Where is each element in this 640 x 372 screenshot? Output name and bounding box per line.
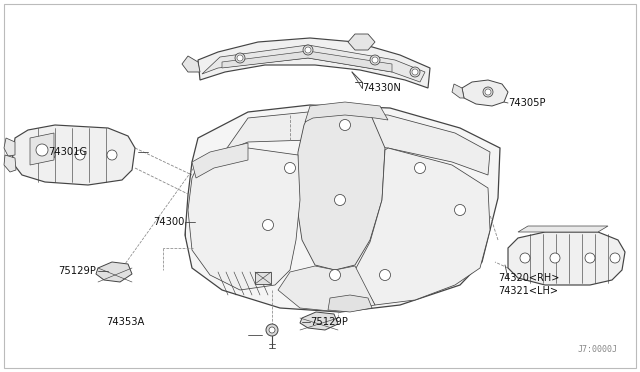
- Text: 74300: 74300: [153, 217, 184, 227]
- Circle shape: [483, 87, 493, 97]
- Circle shape: [107, 150, 117, 160]
- Text: 75129P: 75129P: [310, 317, 348, 327]
- Circle shape: [550, 253, 560, 263]
- Polygon shape: [185, 105, 500, 312]
- Text: 74305P: 74305P: [508, 98, 545, 108]
- Circle shape: [412, 69, 418, 75]
- Circle shape: [36, 144, 48, 156]
- Polygon shape: [305, 102, 388, 122]
- Circle shape: [237, 55, 243, 61]
- Text: 74320<RH>: 74320<RH>: [498, 273, 559, 283]
- Circle shape: [610, 253, 620, 263]
- Circle shape: [266, 324, 278, 336]
- Text: 75129P: 75129P: [58, 266, 96, 276]
- Text: 74330N: 74330N: [362, 83, 401, 93]
- Polygon shape: [462, 80, 508, 106]
- Polygon shape: [4, 155, 16, 172]
- Polygon shape: [202, 45, 425, 82]
- Polygon shape: [222, 51, 392, 72]
- Circle shape: [454, 205, 465, 215]
- Circle shape: [415, 163, 426, 173]
- Polygon shape: [12, 125, 135, 185]
- Circle shape: [585, 253, 595, 263]
- Circle shape: [335, 195, 346, 205]
- Polygon shape: [188, 148, 300, 290]
- Circle shape: [330, 269, 340, 280]
- Polygon shape: [508, 232, 625, 285]
- Polygon shape: [518, 226, 608, 232]
- Circle shape: [303, 45, 313, 55]
- Circle shape: [45, 150, 55, 160]
- Circle shape: [285, 163, 296, 173]
- Circle shape: [235, 53, 245, 63]
- Polygon shape: [192, 143, 248, 178]
- Circle shape: [305, 47, 311, 53]
- Text: J7:0000J: J7:0000J: [578, 346, 618, 355]
- Circle shape: [339, 119, 351, 131]
- Polygon shape: [296, 110, 385, 270]
- Circle shape: [372, 57, 378, 63]
- Polygon shape: [355, 148, 490, 305]
- Circle shape: [262, 219, 273, 231]
- Polygon shape: [328, 295, 372, 312]
- Circle shape: [75, 150, 85, 160]
- Polygon shape: [4, 138, 15, 156]
- Polygon shape: [182, 56, 200, 72]
- Circle shape: [410, 67, 420, 77]
- Circle shape: [370, 55, 380, 65]
- Polygon shape: [278, 266, 375, 312]
- Text: 74321<LH>: 74321<LH>: [498, 286, 558, 296]
- Polygon shape: [300, 312, 338, 330]
- Polygon shape: [198, 38, 430, 88]
- Circle shape: [269, 327, 275, 333]
- Circle shape: [380, 269, 390, 280]
- Circle shape: [520, 253, 530, 263]
- Polygon shape: [96, 262, 132, 282]
- Bar: [255, 272, 271, 284]
- Text: 74301G: 74301G: [48, 147, 87, 157]
- Polygon shape: [212, 112, 490, 175]
- Polygon shape: [452, 84, 464, 98]
- Circle shape: [485, 89, 491, 95]
- Text: 74353A: 74353A: [106, 317, 145, 327]
- Polygon shape: [348, 34, 375, 50]
- Circle shape: [259, 273, 271, 283]
- Polygon shape: [30, 133, 54, 165]
